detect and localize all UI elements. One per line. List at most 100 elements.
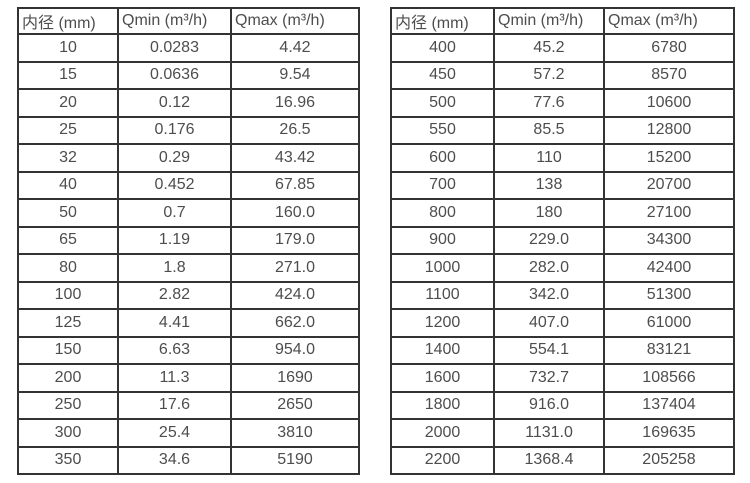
- table-cell: 34300: [603, 225, 735, 255]
- table-cell: 1000: [390, 253, 495, 283]
- table-cell: 1131.0: [493, 418, 605, 448]
- table-row: 450 57.2 8570: [390, 60, 735, 90]
- table-cell: 1.19: [117, 225, 232, 255]
- header-cell: Qmax (m³/h): [603, 7, 735, 35]
- table-cell: 700: [390, 170, 495, 200]
- table-cell: 400: [390, 33, 495, 63]
- table-row: 700 138 20700: [390, 170, 735, 200]
- table-cell: 954.0: [230, 335, 360, 365]
- header-cell: Qmax (m³/h): [230, 7, 360, 35]
- table-row: 2200 1368.4 205258: [390, 445, 735, 475]
- table-cell: 0.0636: [117, 60, 232, 90]
- table-cell: 138: [493, 170, 605, 200]
- table-cell: 916.0: [493, 390, 605, 420]
- table-row: 350 34.6 5190: [17, 445, 360, 475]
- table-row: 10 0.0283 4.42: [17, 33, 360, 63]
- table-cell: 110: [493, 143, 605, 173]
- table-cell: 2.82: [117, 280, 232, 310]
- table-cell: 0.12: [117, 88, 232, 118]
- table-cell: 350: [17, 445, 119, 475]
- table-cell: 282.0: [493, 253, 605, 283]
- table-cell: 1.8: [117, 253, 232, 283]
- table-cell: 42400: [603, 253, 735, 283]
- table-row: 40 0.452 67.85: [17, 170, 360, 200]
- table-cell: 61000: [603, 308, 735, 338]
- table-cell: 205258: [603, 445, 735, 475]
- table-cell: 5190: [230, 445, 360, 475]
- table-row: 1600 732.7 108566: [390, 363, 735, 393]
- table-cell: 65: [17, 225, 119, 255]
- table-cell: 229.0: [493, 225, 605, 255]
- table-cell: 2000: [390, 418, 495, 448]
- flow-table-small-diameters: 内径 (mm) Qmin (m³/h) Qmax (m³/h) 10 0.0283 4.4…: [17, 7, 360, 475]
- table-row: 80 1.8 271.0: [17, 253, 360, 283]
- table-cell: 1690: [230, 363, 360, 393]
- table-cell: 57.2: [493, 60, 605, 90]
- table-cell: 67.85: [230, 170, 360, 200]
- table-row: 1100 342.0 51300: [390, 280, 735, 310]
- table-row: 400 45.2 6780: [390, 33, 735, 63]
- table-cell: 179.0: [230, 225, 360, 255]
- table-cell: 4.42: [230, 33, 360, 63]
- table-cell: 200: [17, 363, 119, 393]
- table-cell: 45.2: [493, 33, 605, 63]
- table-row: 1000 282.0 42400: [390, 253, 735, 283]
- table-row: 1400 554.1 83121: [390, 335, 735, 365]
- header-cell: 内径 (mm): [17, 7, 119, 35]
- table-cell: 15: [17, 60, 119, 90]
- table-cell: 43.42: [230, 143, 360, 173]
- table-cell: 27100: [603, 198, 735, 228]
- header-cell: Qmin (m³/h): [493, 7, 605, 35]
- table-cell: 732.7: [493, 363, 605, 393]
- table-cell: 424.0: [230, 280, 360, 310]
- table-cell: 600: [390, 143, 495, 173]
- table-row: 1200 407.0 61000: [390, 308, 735, 338]
- table-cell: 25: [17, 115, 119, 145]
- table-cell: 77.6: [493, 88, 605, 118]
- table-cell: 800: [390, 198, 495, 228]
- table-cell: 17.6: [117, 390, 232, 420]
- table-cell: 900: [390, 225, 495, 255]
- table-cell: 450: [390, 60, 495, 90]
- table-cell: 16.96: [230, 88, 360, 118]
- table-row: 800 180 27100: [390, 198, 735, 228]
- header-row: 内径 (mm) Qmin (m³/h) Qmax (m³/h): [17, 7, 360, 35]
- flow-table-large-diameters: 内径 (mm) Qmin (m³/h) Qmax (m³/h) 400 45.2 6780…: [390, 7, 735, 475]
- table-cell: 150: [17, 335, 119, 365]
- table-cell: 83121: [603, 335, 735, 365]
- table-cell: 11.3: [117, 363, 232, 393]
- table-cell: 1100: [390, 280, 495, 310]
- table-cell: 26.5: [230, 115, 360, 145]
- table-row: 1800 916.0 137404: [390, 390, 735, 420]
- table-row: 15 0.0636 9.54: [17, 60, 360, 90]
- table-cell: 0.452: [117, 170, 232, 200]
- table-cell: 34.6: [117, 445, 232, 475]
- table-cell: 342.0: [493, 280, 605, 310]
- header-cell: 内径 (mm): [390, 7, 495, 35]
- table-cell: 300: [17, 418, 119, 448]
- table-cell: 108566: [603, 363, 735, 393]
- table-cell: 554.1: [493, 335, 605, 365]
- table-cell: 1800: [390, 390, 495, 420]
- header-row: 内径 (mm) Qmin (m³/h) Qmax (m³/h): [390, 7, 735, 35]
- table-row: 600 110 15200: [390, 143, 735, 173]
- table-cell: 1200: [390, 308, 495, 338]
- table-cell: 550: [390, 115, 495, 145]
- table-row: 125 4.41 662.0: [17, 308, 360, 338]
- table-cell: 100: [17, 280, 119, 310]
- table-row: 250 17.6 2650: [17, 390, 360, 420]
- table-row: 100 2.82 424.0: [17, 280, 360, 310]
- table-cell: 20700: [603, 170, 735, 200]
- table-cell: 2200: [390, 445, 495, 475]
- table-row: 500 77.6 10600: [390, 88, 735, 118]
- table-cell: 125: [17, 308, 119, 338]
- table-row: 25 0.176 26.5: [17, 115, 360, 145]
- table-row: 200 11.3 1690: [17, 363, 360, 393]
- table-cell: 10600: [603, 88, 735, 118]
- table-cell: 10: [17, 33, 119, 63]
- table-cell: 6.63: [117, 335, 232, 365]
- table-cell: 1400: [390, 335, 495, 365]
- table-cell: 271.0: [230, 253, 360, 283]
- table-cell: 250: [17, 390, 119, 420]
- table-cell: 2650: [230, 390, 360, 420]
